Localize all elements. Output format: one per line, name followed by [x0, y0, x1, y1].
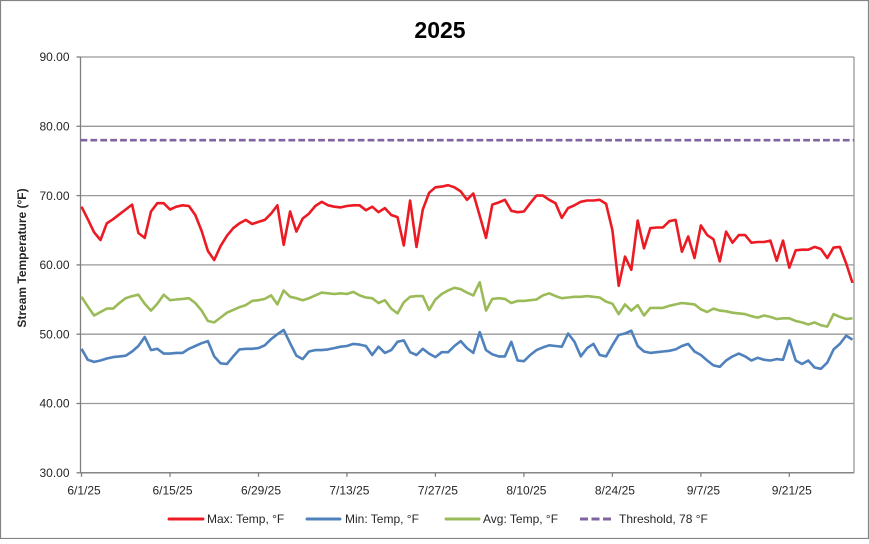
svg-text:80.00: 80.00 [39, 120, 69, 134]
svg-text:Min: Temp, °F: Min: Temp, °F [345, 512, 419, 526]
svg-text:7/13/25: 7/13/25 [329, 484, 369, 498]
svg-text:Stream Temperature (°F): Stream Temperature (°F) [15, 188, 29, 327]
svg-text:9/21/25: 9/21/25 [772, 484, 812, 498]
svg-text:Max: Temp, °F: Max: Temp, °F [207, 512, 284, 526]
svg-text:90.00: 90.00 [39, 50, 69, 64]
svg-text:Threshold, 78 °F: Threshold, 78 °F [619, 512, 708, 526]
svg-text:6/29/25: 6/29/25 [241, 484, 281, 498]
svg-text:6/1/25: 6/1/25 [67, 484, 101, 498]
svg-text:40.00: 40.00 [39, 397, 69, 411]
svg-text:6/15/25: 6/15/25 [152, 484, 192, 498]
svg-text:50.00: 50.00 [39, 327, 69, 341]
svg-text:60.00: 60.00 [39, 258, 69, 272]
svg-text:8/24/25: 8/24/25 [595, 484, 635, 498]
svg-text:30.00: 30.00 [39, 466, 69, 480]
svg-text:8/10/25: 8/10/25 [506, 484, 546, 498]
svg-text:70.00: 70.00 [39, 189, 69, 203]
svg-text:Avg: Temp, °F: Avg: Temp, °F [483, 512, 558, 526]
svg-text:9/7/25: 9/7/25 [687, 484, 721, 498]
svg-text:7/27/25: 7/27/25 [418, 484, 458, 498]
svg-text:2025: 2025 [414, 17, 465, 43]
